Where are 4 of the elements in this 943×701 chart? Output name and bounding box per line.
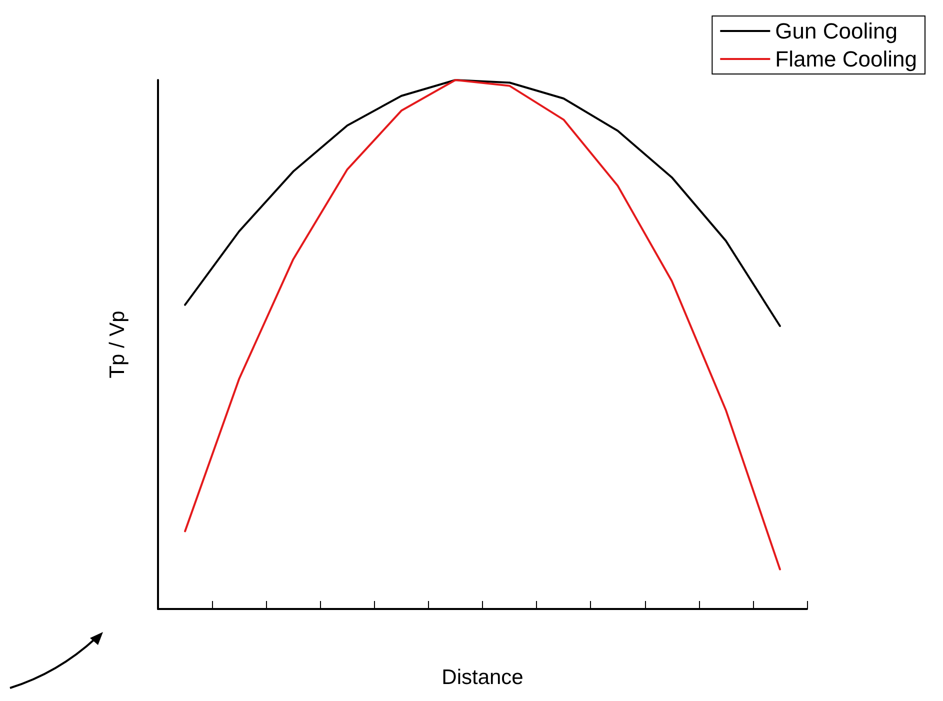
legend-label: Gun Cooling: [775, 18, 898, 44]
x-axis-title: Distance: [442, 666, 524, 689]
y-axis-title: Tp / Vp: [106, 310, 129, 378]
legend-label: Flame Cooling: [775, 46, 918, 72]
